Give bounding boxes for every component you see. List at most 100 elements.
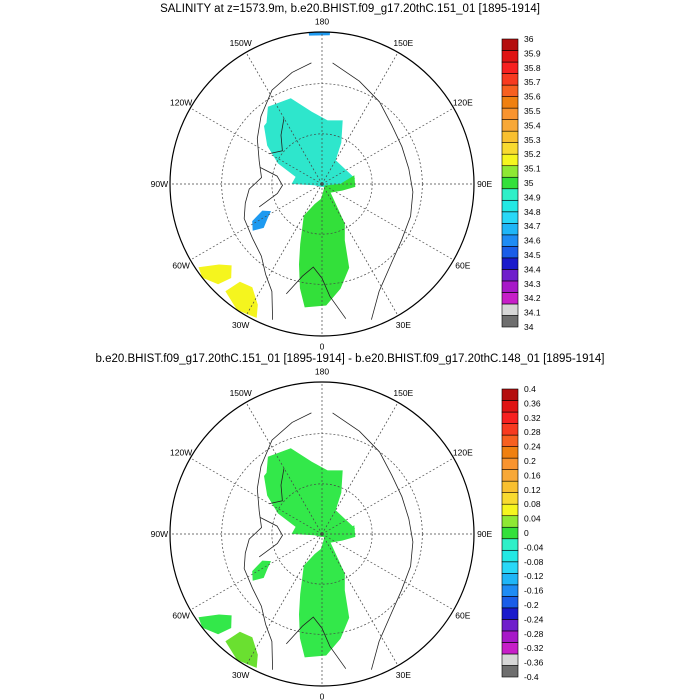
region-canada-basin [264,448,355,538]
colorbar-swatch [501,642,519,655]
colorbar-swatch [501,480,519,493]
colorbar-swatch [501,107,519,120]
colorbar-swatch [501,492,519,505]
lon-label-30E: 30E [396,320,411,330]
coastline [243,412,312,670]
coastline [258,517,283,558]
colorbar-swatch [501,50,519,63]
colorbar-label: 0 [524,528,529,538]
colorbar-label: 34 [524,322,534,332]
colorbar-label: 34.5 [524,250,541,260]
colorbar-label: 34.8 [524,207,541,217]
colorbar-swatch [501,315,519,328]
region-labrador-sea [198,614,232,635]
colorbar-swatch [501,549,519,563]
colorbar-swatch [501,280,519,293]
colorbar-swatch [501,607,519,620]
colorbar-label: 34.7 [524,221,541,231]
lon-label-30W: 30W [232,670,249,680]
lon-label-120E: 120E [453,98,473,108]
colorbar-label: -0.16 [524,586,544,596]
region-labrador-sea [198,264,232,285]
coastline [286,266,347,319]
colorbar-swatch [501,188,519,201]
colorbar-swatch [501,584,519,597]
lon-label-180: 180 [315,366,329,376]
lon-label-120W: 120W [170,448,192,458]
colorbar-swatch [501,457,519,470]
colorbar-swatch [501,199,519,213]
colorbar-swatch [501,446,519,459]
meridian-line [190,183,323,261]
colorbar-label: 0.04 [524,514,541,524]
meridian-line [321,52,399,185]
colorbar-swatch [501,234,519,247]
chart-1-colorbar: 34 34.1 34.2 34.3 34.4 34.5 34.6 34.7 34.8 34.9 35… [501,34,541,332]
region-canada-basin [264,98,355,188]
lon-label-60E: 60E [455,260,470,270]
colorbar-swatch [501,142,519,155]
colorbar-swatch [501,388,519,401]
colorbar-label: -0.04 [524,542,544,552]
latitude-circle [271,483,373,585]
colorbar-label: 0.16 [524,470,541,480]
chart-1-plot: 180 150E 120E 90E 60E 30E 0 30W 60W 90W 120W 150W [151,16,493,351]
lon-label-60W: 60W [172,260,189,270]
colorbar-label: 34.2 [524,293,541,303]
colorbar-swatch [501,153,519,167]
colorbar-swatch [501,211,519,224]
chart-1-title: SALINITY at z=1573.9m, b.e20.BHIST.f09_g… [160,3,540,15]
colorbar-label: 35.2 [524,149,541,159]
colorbar-label: 0.2 [524,456,536,466]
colorbar-swatch [501,515,519,528]
lon-label-150E: 150E [393,38,413,48]
meridian-line [321,107,454,185]
lon-label-150W: 150W [230,38,252,48]
colorbar-swatch [501,619,519,632]
region-eurasian-basin [299,525,356,658]
colorbar-swatch [501,423,519,436]
colorbar-swatch [501,400,519,413]
lon-label-150E: 150E [393,388,413,398]
meridian-line [245,402,323,535]
region-baffin-bay [252,210,271,231]
colorbar-swatch [501,538,519,551]
map-border [169,381,475,687]
colorbar-swatch [501,503,519,517]
colorbar-swatch [501,96,519,109]
lon-label-30E: 30E [396,670,411,680]
coastline [286,616,347,669]
colorbar-label: 0.12 [524,485,541,495]
colorbar-swatch [501,269,519,282]
colorbar-label: 35.7 [524,77,541,87]
colorbar-label: -0.2 [524,600,539,610]
colorbar-label: 34.4 [524,264,541,274]
colorbar-label: 35.9 [524,48,541,58]
colorbar-swatch [501,303,519,316]
colorbar-swatch [501,176,519,190]
coastline [332,62,414,320]
colorbar-swatch [501,73,519,86]
colorbar-swatch [501,84,519,97]
colorbar-swatch [501,61,519,74]
colorbar-label: 0.4 [524,384,536,394]
lon-label-120E: 120E [453,448,473,458]
colorbar-label: 35.1 [524,164,541,174]
colorbar-label: -0.36 [524,658,544,668]
coastline [269,118,285,154]
colorbar-label: 35.8 [524,63,541,73]
colorbar-label: 35.6 [524,92,541,102]
colorbar-swatch [501,561,519,574]
colorbar-label: 34.3 [524,279,541,289]
colorbar-swatch [501,119,519,132]
colorbar-label: 35.5 [524,106,541,116]
region-baffin-bay [252,560,271,581]
colorbar-label: -0.32 [524,643,544,653]
colorbar-label: -0.4 [524,672,539,682]
colorbar-swatch [501,257,519,270]
colorbar-swatch [501,596,519,609]
lon-label-0: 0 [320,692,325,700]
colorbar-label: 34.6 [524,236,541,246]
meridian-line [190,533,323,611]
